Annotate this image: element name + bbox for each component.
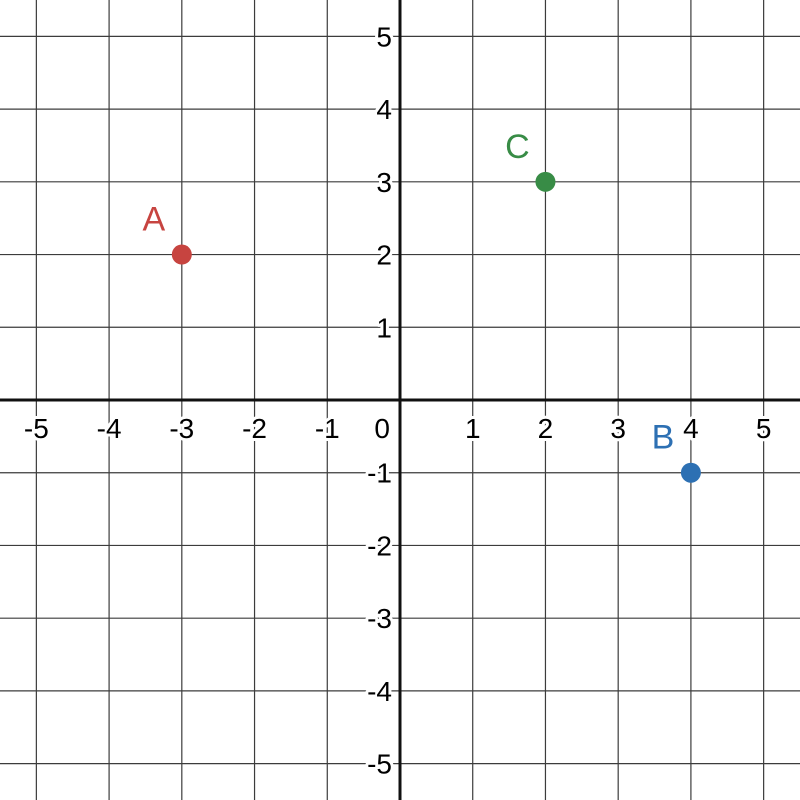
data-points: A B C [142,128,701,483]
x-tick-label: -5 [24,413,49,444]
x-tick-label: -1 [315,413,340,444]
x-tick-label: 3 [610,413,626,444]
x-tick-label: 4 [683,413,699,444]
x-tick-label: -2 [242,413,267,444]
point-label-c: C [505,128,530,166]
x-tick-label: 1 [465,413,481,444]
y-tick-label: -5 [367,749,392,780]
y-tick-label: -2 [367,530,392,561]
y-tick-label: -3 [367,603,392,634]
point-c [535,171,556,192]
point-label-a: A [142,201,165,239]
tick-labels: -5 -4 -3 -2 -1 1 2 3 4 5 -5 -4 -3 -2 -1 1 2 3 4 5 0 [21,18,775,782]
x-tick-label: 5 [756,413,772,444]
y-tick-label: 3 [376,167,392,198]
y-tick-label: -4 [367,676,392,707]
point-label-b: B [652,419,675,457]
x-tick-label: -4 [97,413,122,444]
y-tick-label: 5 [376,21,392,52]
x-tick-label: -3 [169,413,194,444]
y-tick-label: 1 [376,312,392,343]
point-b [680,462,701,483]
x-tick-label: 2 [538,413,554,444]
y-tick-label: -1 [367,458,392,489]
point-a [171,244,192,265]
y-tick-label: 2 [376,240,392,271]
y-tick-label: 4 [376,94,392,125]
origin-label: 0 [374,413,390,444]
